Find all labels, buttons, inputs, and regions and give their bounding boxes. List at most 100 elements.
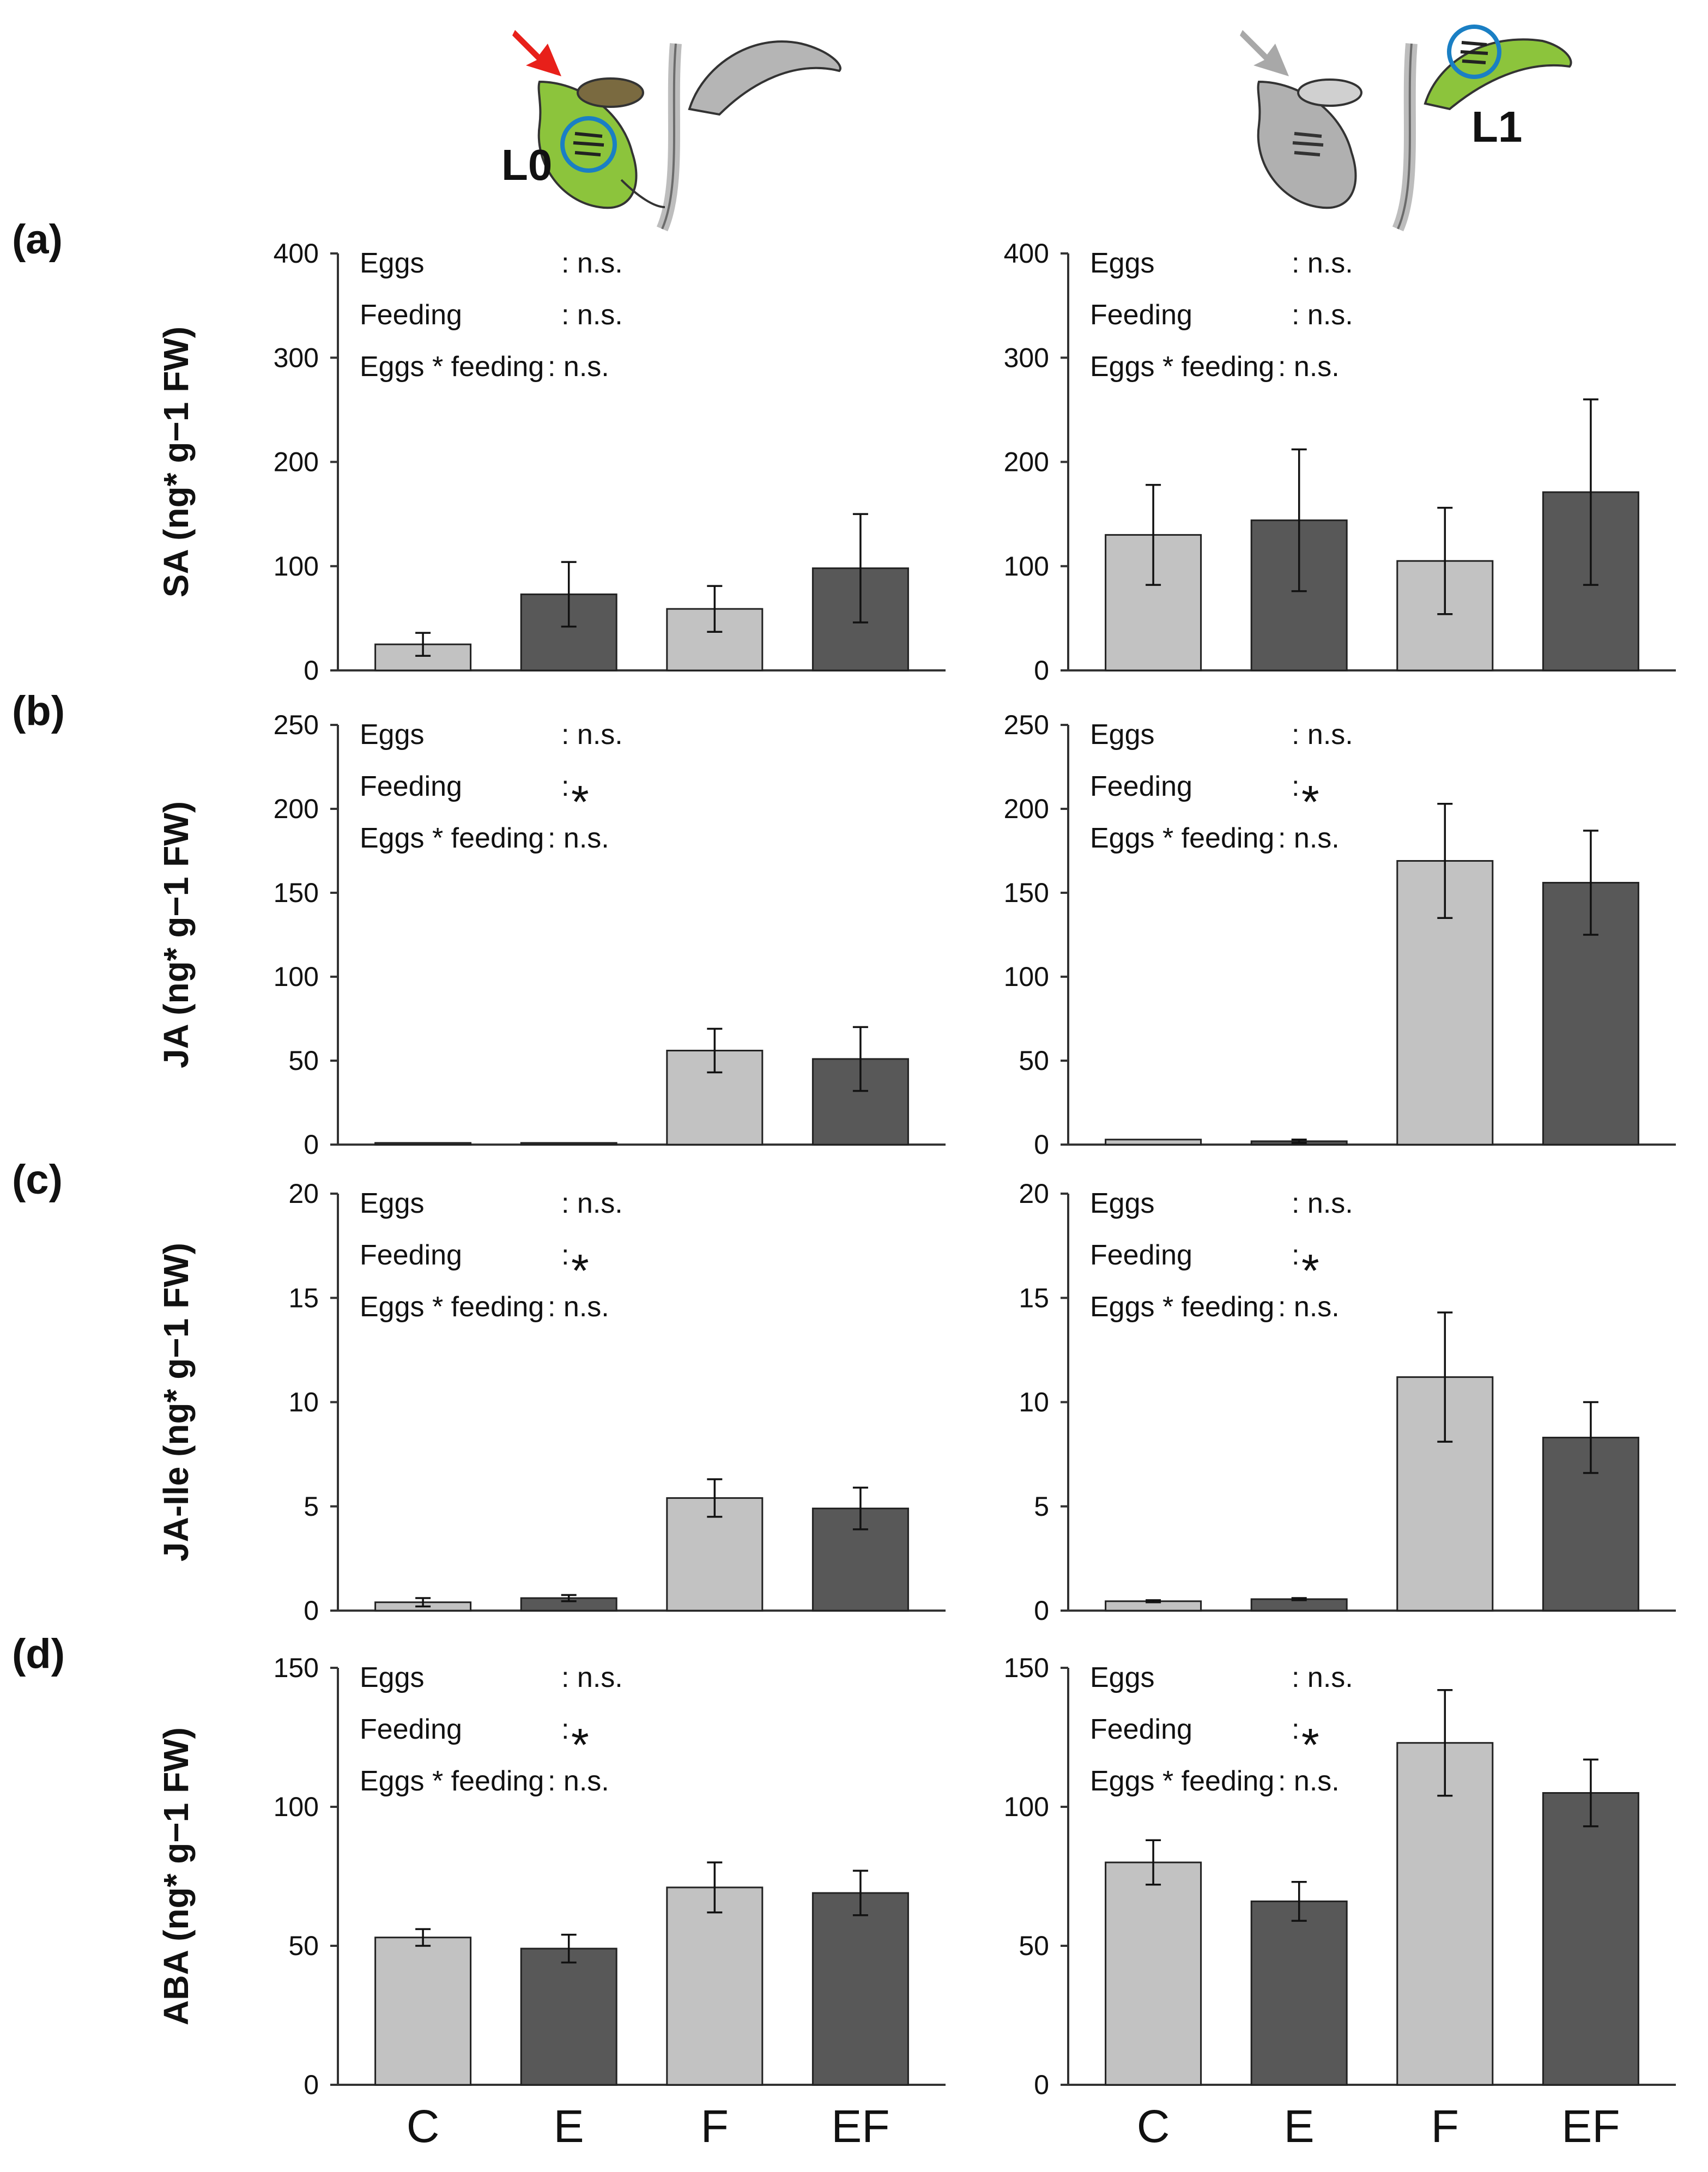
stat-label-interaction: Eggs * feeding (1090, 1291, 1274, 1323)
panel-letter: (c) (12, 1157, 63, 1203)
y-tick-label: 0 (1034, 1129, 1049, 1160)
y-axis-label: ABA (ng* g−1 FW) (156, 1727, 196, 2025)
red-arrow-icon (512, 30, 561, 76)
y-tick-label: 0 (304, 655, 319, 686)
stat-value-feeding: : (561, 1714, 569, 1745)
stat-label-feeding: Feeding (1090, 771, 1192, 802)
stat-label-interaction: Eggs * feeding (1090, 351, 1274, 383)
bar-C (374, 1937, 472, 2086)
y-tick-label: 50 (1019, 1045, 1049, 1076)
stat-label-feeding: Feeding (1090, 1714, 1192, 1745)
stat-value-interaction: : n.s. (1278, 351, 1340, 383)
y-axis-label: JA (ng* g−1 FW) (156, 801, 196, 1068)
bar-E (520, 1947, 617, 2086)
y-tick-label: 50 (288, 1045, 319, 1076)
y-tick-label: 200 (1004, 447, 1049, 477)
y-tick-label: 150 (274, 1653, 319, 1683)
stat-label-eggs: Eggs (1090, 1662, 1155, 1693)
x-category-label: EF (831, 2101, 889, 2152)
y-tick-label: 100 (1004, 961, 1049, 992)
y-tick-label: 50 (1019, 1931, 1049, 1961)
panel-letter: (d) (12, 1631, 65, 1677)
y-tick-label: 100 (274, 551, 319, 582)
eggs-icon (1460, 41, 1488, 64)
stat-value-interaction: : n.s. (1278, 1291, 1340, 1323)
y-tick-label: 200 (1004, 794, 1049, 824)
beetle-icon (577, 77, 644, 108)
eggs-icon (573, 132, 604, 156)
y-tick-label: 50 (288, 1931, 319, 1961)
stat-label-feeding: Feeding (360, 299, 462, 331)
significance-star: * (571, 1719, 589, 1770)
stat-value-eggs: : n.s. (561, 1662, 623, 1693)
y-axis-label: SA (ng* g−1 FW) (156, 326, 196, 597)
y-tick-label: 300 (1004, 342, 1049, 373)
y-tick-label: 250 (274, 710, 319, 740)
stat-value-eggs: : n.s. (1292, 1188, 1353, 1219)
panel-letter: (b) (12, 688, 65, 734)
stat-value-feeding: : (1292, 1239, 1299, 1271)
significance-star: * (1301, 1245, 1319, 1296)
local-leaf-label: L0 (501, 141, 552, 189)
stat-label-eggs: Eggs (360, 1662, 425, 1693)
x-category-label: E (554, 2101, 584, 2152)
significance-star: * (1301, 776, 1319, 827)
stat-label-eggs: Eggs (1090, 247, 1155, 279)
y-tick-label: 0 (304, 1595, 319, 1626)
y-axis-label: JA-Ile (ng* g−1 FW) (156, 1243, 196, 1562)
bar-E (520, 1142, 617, 1146)
chart-b-L1: 0 50 100 150 200 250 Eggs: n.s. Feeding: Eggs * … (1004, 710, 1676, 1160)
stat-value-interaction: : n.s. (548, 822, 609, 854)
stat-label-eggs: Eggs (360, 247, 425, 279)
y-tick-label: 100 (1004, 551, 1049, 582)
bar-C (1105, 1861, 1202, 2086)
stat-value-interaction: : n.s. (548, 1291, 609, 1323)
stat-value-interaction: : n.s. (1278, 1765, 1340, 1797)
bar-EF (811, 1892, 909, 2086)
bar-EF (1542, 1792, 1639, 2086)
bar-F (1396, 1742, 1494, 2086)
beetle-icon (1297, 78, 1362, 107)
y-tick-label: 250 (1004, 710, 1049, 740)
stat-value-feeding: : n.s. (1292, 299, 1353, 331)
x-category-label: F (1431, 2101, 1459, 2152)
y-tick-label: 10 (1019, 1387, 1049, 1418)
chart-a-L0: (a) SA (ng* g−1 FW) 0 100 200 300 400 Eggs: n.s… (12, 216, 946, 686)
bar-EF (1542, 882, 1639, 1146)
gray-arrow-icon (1240, 30, 1289, 76)
eggs-icon (1292, 132, 1324, 156)
stat-value-eggs: : n.s. (1292, 247, 1353, 279)
y-tick-label: 0 (1034, 2070, 1049, 2100)
stat-label-feeding: Feeding (1090, 299, 1192, 331)
stat-label-eggs: Eggs (1090, 1188, 1155, 1219)
y-tick-label: 20 (288, 1178, 319, 1209)
stat-value-interaction: : n.s. (1278, 822, 1340, 854)
chart-c-L1: 0 5 10 15 20 Eggs: n.s. Feeding: Eggs * feeding… (1019, 1178, 1676, 1626)
stat-label-feeding: Feeding (360, 1714, 462, 1745)
stat-label-eggs: Eggs (1090, 719, 1155, 751)
stem-outline-icon (1397, 43, 1413, 229)
stat-label-eggs: Eggs (360, 1188, 425, 1219)
y-tick-label: 150 (274, 878, 319, 908)
bar-C (374, 1142, 472, 1146)
stat-value-feeding: : (1292, 771, 1299, 802)
y-tick-label: 15 (1019, 1282, 1049, 1313)
upper-leaf-icon (688, 40, 841, 116)
y-tick-label: 5 (1034, 1491, 1049, 1522)
x-category-label: F (701, 2101, 729, 2152)
x-category-label: E (1284, 2101, 1315, 2152)
stat-value-feeding: : (561, 1239, 569, 1271)
stat-label-feeding: Feeding (360, 1239, 462, 1271)
significance-star: * (1301, 1719, 1319, 1770)
stat-value-feeding: : (561, 771, 569, 802)
stat-label-interaction: Eggs * feeding (360, 822, 544, 854)
y-tick-label: 200 (274, 447, 319, 477)
y-tick-label: 10 (288, 1387, 319, 1418)
significance-star: * (571, 1245, 589, 1296)
egg-circle-icon (1447, 25, 1501, 79)
stat-label-feeding: Feeding (1090, 1239, 1192, 1271)
